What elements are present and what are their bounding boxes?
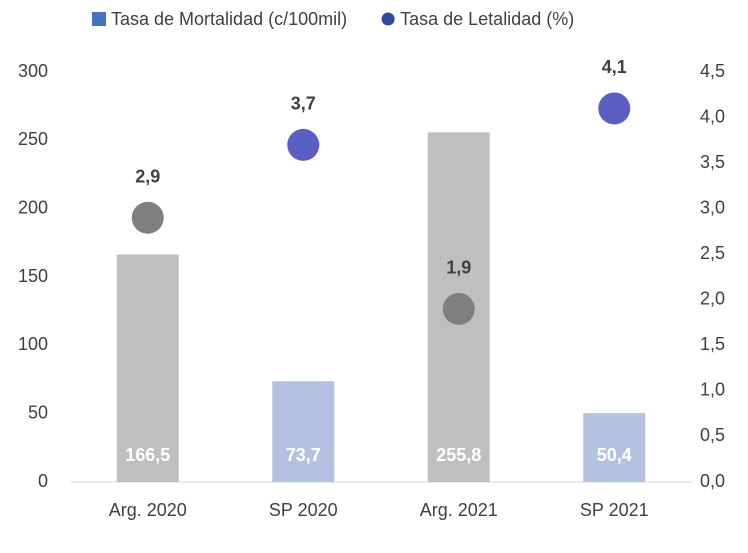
y2-tick-label: 1,5 xyxy=(700,334,725,354)
y2-tick-label: 0,5 xyxy=(700,425,725,445)
y2-tick-label: 2,5 xyxy=(700,243,725,263)
legend-marker xyxy=(92,12,106,26)
y2-tick-label: 4,5 xyxy=(700,61,725,81)
y-tick-label: 200 xyxy=(18,197,48,217)
x-tick-label: SP 2020 xyxy=(269,500,338,520)
dot-value-label: 3,7 xyxy=(291,94,316,114)
x-tick-label: Arg. 2020 xyxy=(109,500,187,520)
bar-value-label: 166,5 xyxy=(125,445,170,465)
dot-value-label: 1,9 xyxy=(446,258,471,278)
y-tick-label: 250 xyxy=(18,129,48,149)
y2-tick-label: 4,0 xyxy=(700,106,725,126)
legend-marker xyxy=(381,12,395,26)
y-tick-label: 150 xyxy=(18,266,48,286)
bar xyxy=(583,413,646,482)
x-tick-label: SP 2021 xyxy=(580,500,649,520)
y2-tick-label: 1,0 xyxy=(700,380,725,400)
y-tick-label: 300 xyxy=(18,61,48,81)
dot-value-label: 2,9 xyxy=(135,167,160,187)
x-tick-label: Arg. 2021 xyxy=(420,500,498,520)
y2-tick-label: 2,0 xyxy=(700,289,725,309)
legend-label: Tasa de Mortalidad (c/100mil) xyxy=(111,9,347,29)
y-tick-label: 50 xyxy=(28,402,48,422)
dot xyxy=(131,201,164,234)
dot xyxy=(442,292,475,325)
bar xyxy=(116,254,179,482)
bar-value-label: 255,8 xyxy=(436,445,481,465)
y2-tick-label: 3,0 xyxy=(700,197,725,217)
bar-value-label: 73,7 xyxy=(286,445,321,465)
y2-tick-label: 3,5 xyxy=(700,152,725,172)
legend-label: Tasa de Letalidad (%) xyxy=(400,9,574,29)
dot-value-label: 4,1 xyxy=(602,57,627,77)
y-tick-label: 0 xyxy=(38,471,48,491)
bar xyxy=(272,381,335,482)
y2-tick-label: 0,0 xyxy=(700,471,725,491)
dot xyxy=(287,128,320,161)
dot xyxy=(598,92,631,125)
y-tick-label: 100 xyxy=(18,334,48,354)
bar-value-label: 50,4 xyxy=(597,445,632,465)
